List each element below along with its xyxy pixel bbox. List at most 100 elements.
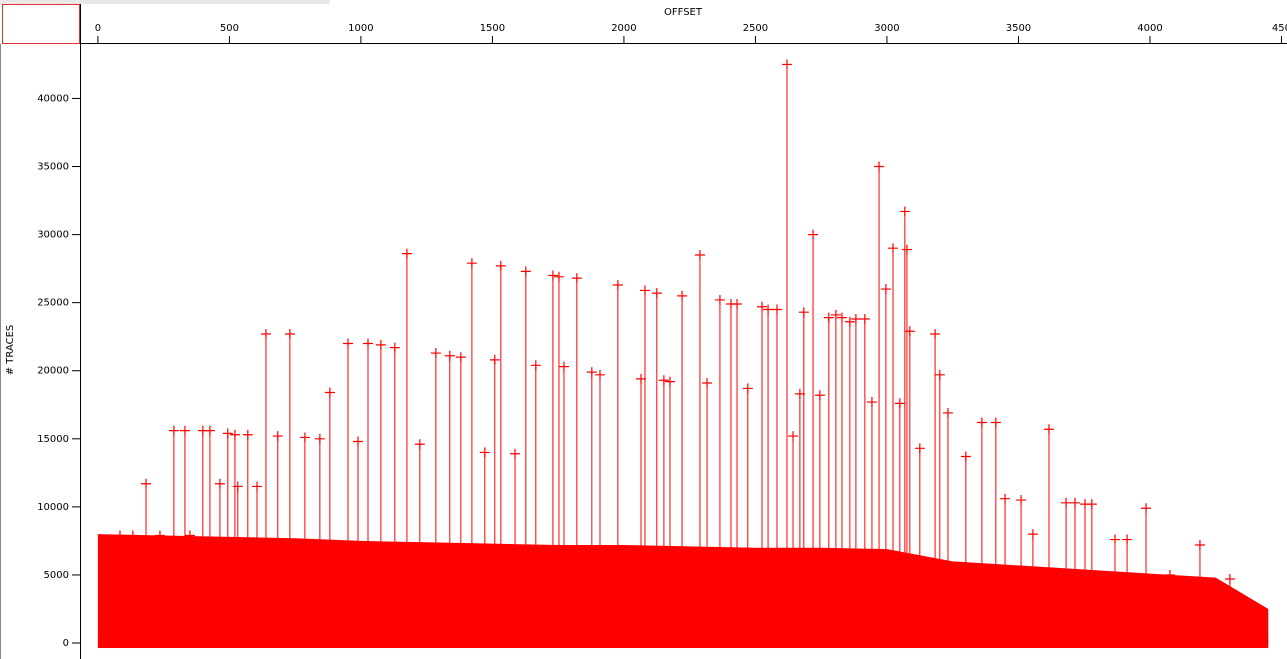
peak-marker <box>651 288 662 299</box>
peak-marker <box>874 161 885 172</box>
peak-marker <box>702 377 713 388</box>
peak-marker <box>121 583 132 594</box>
x-tick-label: 4000 <box>1137 23 1162 34</box>
x-tick-label: 1000 <box>348 23 373 34</box>
peak-marker <box>299 432 310 443</box>
y-tick-label: 30000 <box>37 230 69 241</box>
tab-strip <box>0 0 330 4</box>
peak-marker <box>530 360 541 371</box>
peak-marker <box>930 328 941 339</box>
baseline-bar <box>97 638 1269 649</box>
peak-marker <box>558 361 569 372</box>
peak-marker <box>1224 574 1235 585</box>
peak-marker <box>808 229 819 240</box>
peak-marker <box>904 326 915 337</box>
x-tick-label: 2000 <box>611 23 636 34</box>
peak-marker <box>677 290 688 301</box>
y-tick-label: 35000 <box>37 162 69 173</box>
peak-marker <box>214 478 225 489</box>
peak-marker <box>823 312 834 323</box>
peak-marker <box>586 367 597 378</box>
peak-marker <box>899 206 910 217</box>
peak-marker <box>894 398 905 409</box>
peak-marker <box>887 243 898 254</box>
x-axis-title: OFFSET <box>664 7 703 18</box>
corner-box <box>2 4 80 44</box>
peak-marker <box>114 530 125 541</box>
peak-marker <box>942 407 953 418</box>
band-area <box>97 534 1269 644</box>
peak-marker <box>757 301 768 312</box>
peak-marker <box>976 417 987 428</box>
peak-marker <box>547 270 558 281</box>
y-tick-label: 0 <box>63 638 69 649</box>
peak-marker <box>222 428 233 439</box>
peak-marker <box>141 478 152 489</box>
peak-marker <box>732 299 743 310</box>
peak-marker <box>934 369 945 380</box>
peak-marker <box>1061 497 1072 508</box>
peak-marker <box>742 383 753 394</box>
y-tick-label: 10000 <box>37 502 69 513</box>
peak-marker <box>794 388 805 399</box>
peak-marker <box>960 451 971 462</box>
peak-marker <box>636 373 647 384</box>
peak-marker <box>694 250 705 261</box>
peak-marker <box>880 284 891 295</box>
peak-marker <box>594 369 605 380</box>
peak-marker <box>401 248 412 259</box>
peak-marker <box>389 342 400 353</box>
peak-marker <box>763 304 774 315</box>
y-tick-label: 40000 <box>37 93 69 104</box>
peak-marker <box>184 530 195 541</box>
y-tick-label: 5000 <box>44 570 69 581</box>
peak-marker <box>430 348 441 359</box>
peak-marker <box>830 309 841 320</box>
y-tick-label: 15000 <box>37 434 69 445</box>
peak-marker <box>363 338 374 349</box>
peak-marker <box>1164 569 1175 580</box>
peak-marker <box>664 376 675 387</box>
peak-marker <box>154 530 165 541</box>
x-tick-label: 1500 <box>480 23 505 34</box>
peak-marker <box>444 350 455 361</box>
peak-marker <box>866 397 877 408</box>
peak-marker <box>1253 603 1264 614</box>
peak-marker <box>658 375 669 386</box>
peak-marker <box>1070 497 1081 508</box>
peak-marker <box>229 429 240 440</box>
peak-marker <box>127 530 138 541</box>
peak-marker <box>850 314 861 325</box>
peak-marker <box>510 448 521 459</box>
y-tick-label: 20000 <box>37 366 69 377</box>
peak-marker <box>1016 495 1027 506</box>
peak-marker <box>252 481 263 492</box>
peak-marker <box>414 439 425 450</box>
peak-marker <box>495 260 506 271</box>
peak-marker <box>324 387 335 398</box>
peak-marker <box>1000 493 1011 504</box>
peak-marker <box>553 271 564 282</box>
peak-marker <box>1027 529 1038 540</box>
peak-marker <box>1109 534 1120 545</box>
peak-marker <box>814 390 825 401</box>
peak-marker <box>168 425 179 436</box>
peak-marker <box>455 352 466 363</box>
peak-marker <box>639 285 650 296</box>
peak-marker <box>798 307 809 318</box>
peak-marker <box>1043 424 1054 435</box>
x-tick-label: 2500 <box>743 23 768 34</box>
peak-marker <box>714 294 725 305</box>
peak-marker <box>1122 534 1133 545</box>
peak-marker <box>284 328 295 339</box>
peak-marker <box>375 339 386 350</box>
peak-marker <box>343 338 354 349</box>
peak-marker <box>836 312 847 323</box>
peak-marker <box>844 316 855 327</box>
peak-marker <box>1194 539 1205 550</box>
peak-marker <box>781 59 792 70</box>
peak-marker <box>314 433 325 444</box>
peak-marker <box>466 258 477 269</box>
peak-marker <box>272 431 283 442</box>
peak-marker <box>901 244 912 255</box>
